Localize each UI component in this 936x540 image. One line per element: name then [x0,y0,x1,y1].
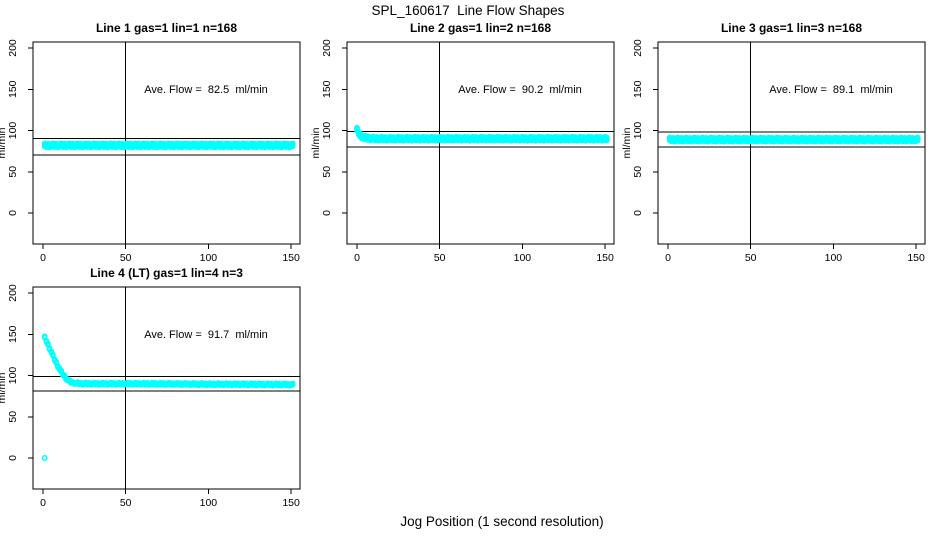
y-tick-label: 200 [7,284,19,302]
ave-flow-annotation: Ave. Flow = 90.2 ml/min [458,84,582,96]
y-tick-label: 50 [7,166,19,178]
y-tick-label: 50 [321,166,333,178]
x-tick-label: 150 [596,252,614,264]
plot-box [657,41,926,245]
y-axis: 0 50 100 150 200 [321,39,347,216]
panel-line3-chart: 0 50 100 150 0 50 100 150 200 ml/min Line 3 gas=1 … [621,21,926,264]
panel-title: Line 2 gas=1 lin=2 n=168 [410,21,551,35]
panel-title: Line 1 gas=1 lin=1 n=168 [96,21,237,35]
y-tick-label: 50 [632,166,644,178]
y-axis: 0 50 100 150 200 [632,39,658,216]
y-axis-title: ml/min [0,127,8,158]
y-tick-label: 100 [7,367,19,385]
y-axis-title: ml/min [0,372,8,403]
x-tick-label: 0 [665,252,671,264]
figure-title: SPL_160617 Line Flow Shapes [371,3,565,18]
x-tick-label: 50 [120,497,132,509]
plot-box [32,286,301,490]
y-tick-label: 100 [632,122,644,140]
x-tick-label: 100 [200,497,218,509]
panel-title: Line 4 (LT) gas=1 lin=4 n=3 [90,266,243,280]
x-axis: 0 50 100 150 [40,244,300,264]
y-tick-label: 200 [7,39,19,57]
y-tick-label: 150 [7,325,19,343]
y-axis: 0 50 100 150 200 [7,284,33,461]
y-tick-label: 50 [7,411,19,423]
data-points [41,333,296,389]
x-tick-label: 150 [282,252,300,264]
panel-line2-chart: 0 50 100 150 0 50 100 150 200 ml/min Line 2 gas=1 … [310,21,615,264]
y-axis-title: ml/min [310,127,322,158]
x-tick-label: 150 [282,497,300,509]
data-points [666,134,921,145]
y-tick-label: 0 [7,210,19,216]
x-tick-label: 150 [907,252,925,264]
data-points [354,124,610,144]
x-tick-label: 100 [514,252,532,264]
ave-flow-annotation: Ave. Flow = 91.7 ml/min [144,329,268,341]
outlier-point [41,455,48,461]
x-tick-label: 0 [354,252,360,264]
y-tick-label: 0 [321,210,333,216]
x-axis: 0 50 100 150 [354,244,614,264]
x-tick-label: 50 [745,252,757,264]
plot-box [32,41,301,245]
y-axis-title: ml/min [621,127,633,158]
panel-line1-chart: 0 50 100 150 0 50 100 150 200 ml/min Line 1 gas=1 … [0,21,301,264]
x-tick-label: 100 [200,252,218,264]
y-tick-label: 0 [7,455,19,461]
y-tick-label: 200 [321,39,333,57]
ave-flow-annotation: Ave. Flow = 82.5 ml/min [144,84,268,96]
reference-lines [33,137,300,156]
ave-flow-annotation: Ave. Flow = 89.1 ml/min [769,84,893,96]
x-tick-label: 100 [825,252,843,264]
y-tick-label: 0 [632,210,644,216]
x-axis: 0 50 100 150 [665,244,925,264]
reference-lines [658,131,925,148]
y-tick-label: 200 [632,39,644,57]
plot-box [346,41,615,245]
y-tick-label: 150 [321,80,333,98]
x-tick-label: 50 [434,252,446,264]
y-tick-label: 150 [7,80,19,98]
data-points [41,140,296,151]
reference-lines [33,375,300,392]
x-tick-label: 0 [40,252,46,264]
panel-line4-chart: 0 50 100 150 0 50 100 150 200 ml/min Line 4 (LT) g… [0,266,301,509]
x-axis: 0 50 100 150 [40,489,300,509]
outlier-points [41,455,48,461]
panel-title: Line 3 gas=1 lin=3 n=168 [721,21,862,35]
reference-lines [347,130,614,148]
y-tick-label: 100 [321,122,333,140]
x-tick-label: 50 [120,252,132,264]
x-axis-label: Jog Position (1 second resolution) [400,514,604,529]
y-tick-label: 150 [632,80,644,98]
y-tick-label: 100 [7,122,19,140]
y-axis: 0 50 100 150 200 [7,39,33,216]
x-tick-label: 0 [40,497,46,509]
